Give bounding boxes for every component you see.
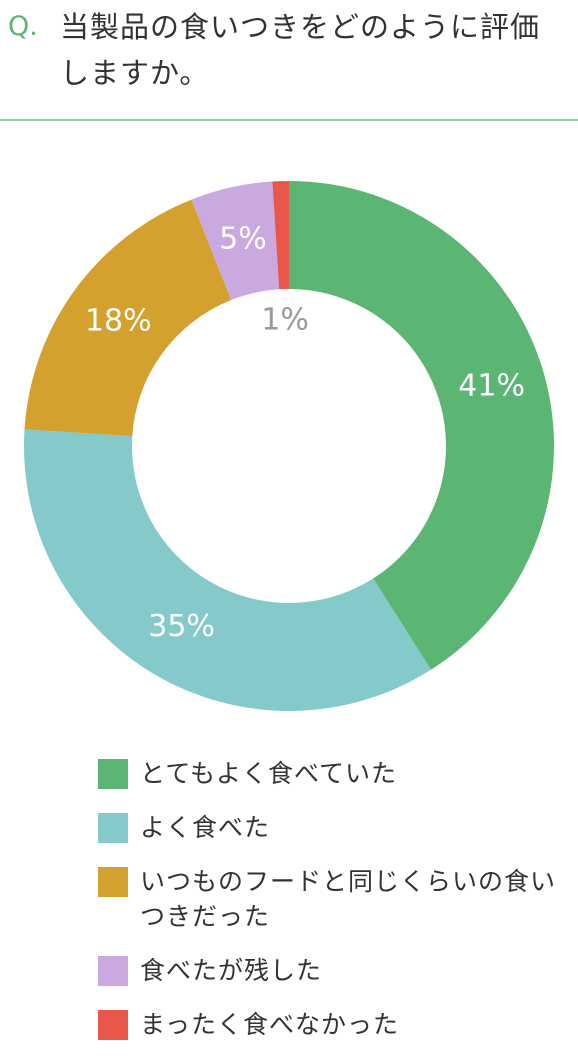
legend-label: とてもよく食べていた — [140, 759, 398, 788]
legend-item: 食べたが残した — [98, 953, 568, 988]
legend-label: いつものフードと同じくらいの食いつきだった — [140, 867, 557, 931]
donut-slice — [23, 429, 431, 712]
legend-item: いつものフードと同じくらいの食いつきだった — [98, 864, 568, 934]
legend-item: まったく食べなかった — [98, 1007, 568, 1042]
legend-label: まったく食べなかった — [140, 1010, 400, 1039]
legend: とてもよく食べていた よく食べたいつものフードと同じくらいの食いつきだった食べたが… — [98, 756, 568, 1061]
value-label: 18% — [85, 303, 152, 338]
donut-slice — [272, 181, 289, 290]
legend-swatch — [98, 956, 128, 986]
donut-slice — [24, 199, 232, 437]
legend-swatch — [98, 813, 128, 843]
divider — [0, 119, 578, 121]
value-label: 1% — [261, 303, 309, 338]
title-marker: Q. — [8, 11, 38, 42]
donut-chart: 41% 35% 18% 5% 1% — [23, 181, 554, 712]
legend-swatch — [98, 867, 128, 897]
value-label: 41% — [458, 369, 525, 404]
value-label: 5% — [219, 222, 267, 257]
legend-label: 食べたが残した — [140, 956, 323, 985]
donut-slice — [191, 181, 280, 301]
title: Q. 当製品の食いつきをどのように評価しますか。 — [8, 4, 568, 96]
legend-swatch — [98, 759, 128, 789]
legend-swatch — [98, 1010, 128, 1040]
title-text: 当製品の食いつきをどのように評価しますか。 — [60, 10, 541, 90]
legend-item: とてもよく食べていた — [98, 756, 568, 791]
value-label: 35% — [148, 609, 215, 644]
donut-slice — [289, 181, 554, 670]
legend-item: よく食べた — [98, 810, 568, 845]
legend-label: よく食べた — [140, 813, 271, 842]
